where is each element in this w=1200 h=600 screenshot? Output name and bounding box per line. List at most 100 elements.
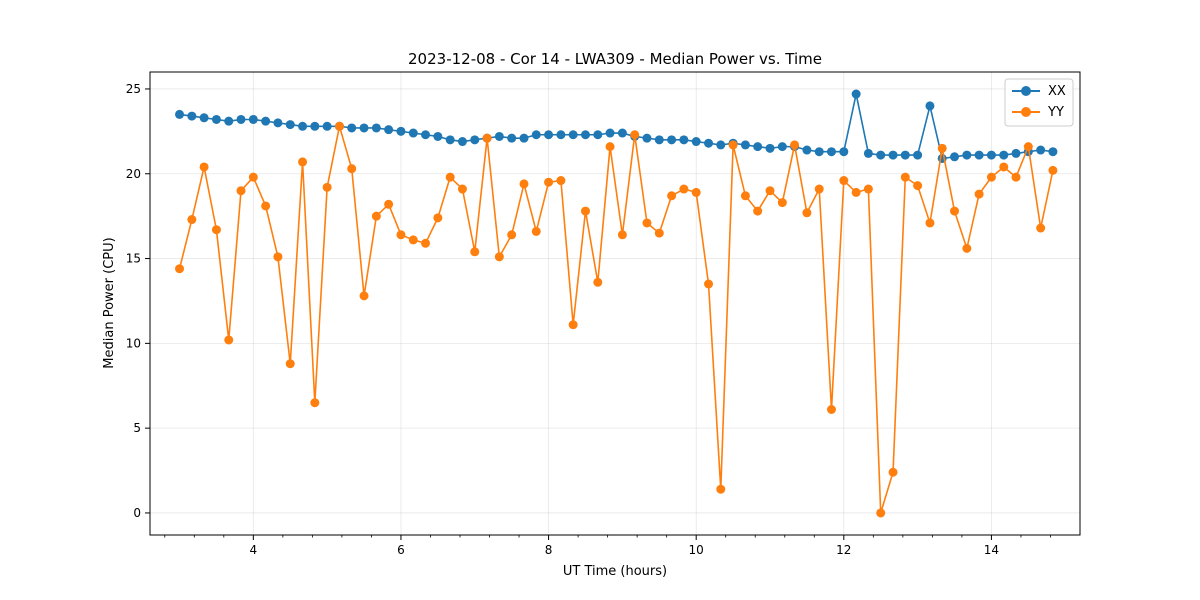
data-point-yy <box>396 230 406 240</box>
data-point-xx <box>310 121 320 131</box>
data-point-yy <box>507 230 517 240</box>
data-point-yy <box>248 172 258 182</box>
data-point-xx <box>617 128 627 138</box>
data-point-yy <box>298 157 308 167</box>
y-tick-label: 5 <box>133 421 141 435</box>
data-point-xx <box>974 150 984 160</box>
series-layer <box>175 89 1058 518</box>
y-tick-label: 20 <box>126 167 141 181</box>
data-point-yy <box>482 133 492 143</box>
data-point-xx <box>285 120 295 130</box>
data-point-yy <box>310 398 320 408</box>
y-tick-label: 10 <box>126 336 141 350</box>
data-point-yy <box>519 179 529 189</box>
data-point-xx <box>433 131 443 141</box>
data-point-yy <box>605 142 615 152</box>
data-point-yy <box>273 252 283 262</box>
y-tick-label: 0 <box>133 506 141 520</box>
data-point-yy <box>1048 165 1058 175</box>
data-point-yy <box>322 182 332 192</box>
data-point-xx <box>999 150 1009 160</box>
ticks-layer: 4 6 8 10 12 14 0 5 10 15 20 25 <box>126 82 1051 557</box>
data-point-yy <box>211 225 221 235</box>
data-point-yy <box>826 405 836 414</box>
data-point-yy <box>667 191 677 201</box>
legend-marker-xx <box>1021 86 1031 96</box>
data-point-yy <box>224 335 234 345</box>
data-point-xx <box>863 148 873 158</box>
data-point-xx <box>962 150 972 160</box>
chart-title: 2023-12-08 - Cor 14 - LWA309 - Median Po… <box>408 50 822 68</box>
data-point-yy <box>679 184 689 194</box>
data-point-xx <box>765 143 775 153</box>
data-point-yy <box>531 226 541 236</box>
data-point-xx <box>716 140 726 150</box>
data-point-yy <box>802 208 812 218</box>
data-point-xx <box>544 130 554 140</box>
data-point-xx <box>851 89 861 99</box>
data-point-xx <box>913 150 923 160</box>
data-point-xx <box>814 147 824 157</box>
data-point-xx <box>986 150 996 160</box>
x-tick-label: 8 <box>545 543 553 557</box>
x-tick-label: 12 <box>836 543 851 557</box>
data-point-xx <box>359 123 369 133</box>
data-point-yy <box>408 235 418 245</box>
data-point-xx <box>384 125 394 135</box>
data-point-yy <box>580 206 590 216</box>
data-point-yy <box>753 206 763 216</box>
data-point-xx <box>236 114 246 124</box>
data-point-yy <box>359 291 369 301</box>
data-point-xx <box>519 133 529 143</box>
data-point-xx <box>826 147 836 157</box>
data-point-xx <box>667 135 677 145</box>
data-point-xx <box>876 150 886 160</box>
legend: XX YY <box>1004 78 1074 127</box>
data-point-yy <box>1036 223 1046 233</box>
data-point-xx <box>888 150 898 160</box>
data-point-yy <box>986 172 996 182</box>
data-point-yy <box>568 320 578 330</box>
data-point-yy <box>962 243 972 253</box>
data-point-yy <box>494 252 504 262</box>
data-point-yy <box>876 508 886 518</box>
x-tick-label: 6 <box>397 543 405 557</box>
data-point-yy <box>445 172 455 182</box>
data-point-xx <box>494 131 504 141</box>
data-point-yy <box>556 176 566 186</box>
data-point-xx <box>654 135 664 145</box>
data-point-xx <box>753 142 763 152</box>
data-point-yy <box>421 238 431 248</box>
data-point-yy <box>187 215 197 225</box>
data-point-xx <box>777 142 787 152</box>
data-point-xx <box>900 150 910 160</box>
data-point-xx <box>261 116 271 126</box>
data-point-yy <box>740 191 750 201</box>
data-point-xx <box>248 114 258 124</box>
data-point-yy <box>888 467 898 477</box>
data-point-yy <box>851 187 861 197</box>
data-point-xx <box>273 118 283 128</box>
plot-frame <box>149 71 1081 536</box>
data-point-xx <box>1011 148 1021 158</box>
data-point-xx <box>1048 147 1058 157</box>
data-point-xx <box>740 140 750 150</box>
data-point-yy <box>544 177 554 187</box>
data-point-xx <box>556 130 566 140</box>
data-point-yy <box>790 140 800 150</box>
data-point-yy <box>593 277 603 287</box>
x-tick-label: 14 <box>984 543 999 557</box>
data-point-yy <box>704 279 714 289</box>
data-point-yy <box>470 247 480 257</box>
data-point-yy <box>1023 142 1033 152</box>
data-point-xx <box>679 135 689 145</box>
data-point-xx <box>507 133 517 143</box>
data-point-yy <box>433 213 443 223</box>
data-point-xx <box>175 109 185 119</box>
data-point-xx <box>298 121 308 131</box>
data-point-yy <box>999 162 1009 172</box>
data-point-yy <box>1011 172 1021 182</box>
y-axis-label: Median Power (CPU) <box>102 237 117 368</box>
data-point-yy <box>175 264 185 274</box>
legend-label-xx: XX <box>1048 84 1066 99</box>
